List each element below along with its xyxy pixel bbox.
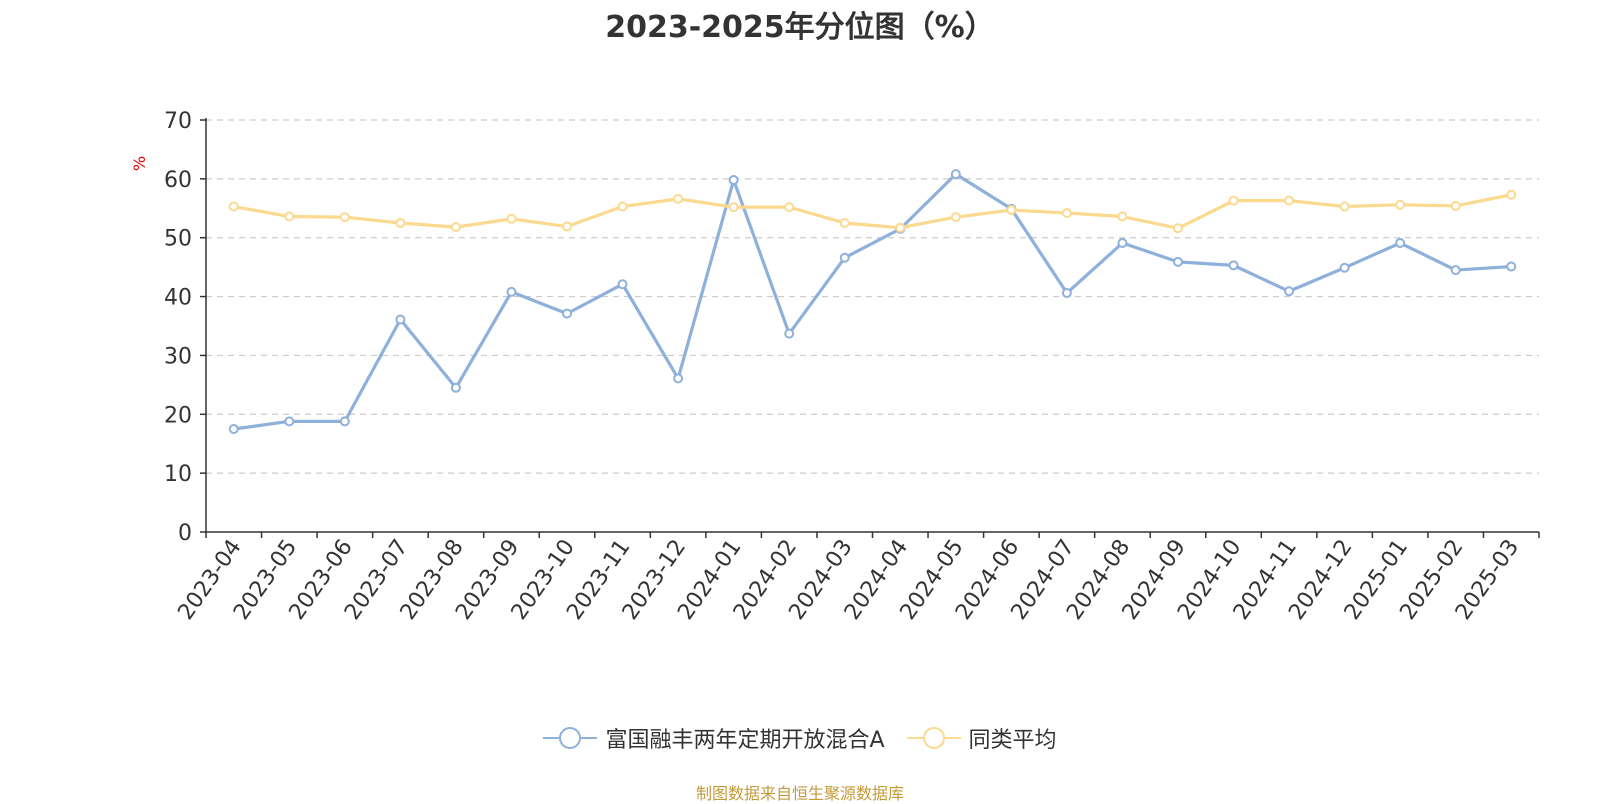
data-point-0-1[interactable] (284, 416, 295, 427)
data-point-1-21[interactable] (1395, 199, 1406, 210)
legend: 富国融丰两年定期开放混合A 同类平均 (0, 722, 1600, 754)
data-point-1-12[interactable] (895, 222, 906, 233)
data-point-0-11[interactable] (839, 252, 850, 263)
data-point-1-22[interactable] (1450, 200, 1461, 211)
legend-item-fund[interactable]: 富国融丰两年定期开放混合A (543, 722, 885, 754)
series-line-1 (233, 193, 1512, 230)
data-point-0-20[interactable] (1339, 262, 1350, 273)
data-point-1-9[interactable] (728, 202, 739, 213)
y-tick-label: 40 (164, 286, 192, 311)
legend-item-average[interactable]: 同类平均 (906, 722, 1057, 754)
data-point-1-5[interactable] (506, 213, 517, 224)
series-line-0 (233, 172, 1512, 431)
axes (200, 118, 1540, 538)
data-point-1-4[interactable] (450, 222, 461, 233)
y-tick-label: 60 (164, 168, 192, 193)
gridlines (206, 119, 1539, 474)
data-point-1-10[interactable] (784, 202, 795, 213)
data-point-0-8[interactable] (673, 373, 684, 384)
data-point-1-14[interactable] (1006, 205, 1017, 216)
data-point-0-17[interactable] (1172, 256, 1183, 267)
series-points (228, 169, 1517, 434)
legend-swatch-average-icon (906, 727, 961, 749)
y-tick-label: 30 (164, 344, 192, 369)
series-lines (233, 172, 1512, 431)
y-tick-label: 70 (164, 109, 192, 134)
data-point-0-10[interactable] (784, 328, 795, 339)
data-point-0-21[interactable] (1395, 238, 1406, 249)
data-point-1-3[interactable] (395, 218, 406, 228)
data-point-0-16[interactable] (1117, 238, 1128, 249)
data-point-1-2[interactable] (339, 212, 350, 223)
data-point-1-0[interactable] (228, 201, 239, 212)
data-point-1-13[interactable] (950, 212, 961, 223)
data-point-1-20[interactable] (1339, 201, 1350, 212)
legend-label-average: 同类平均 (968, 728, 1057, 753)
data-point-0-13[interactable] (950, 169, 961, 180)
y-tick-label: 50 (164, 227, 192, 252)
data-point-0-7[interactable] (617, 279, 628, 290)
data-source-note: 制图数据来自恒生聚源数据库 (695, 784, 904, 803)
data-point-1-16[interactable] (1117, 211, 1128, 222)
data-point-1-1[interactable] (284, 211, 295, 222)
data-point-0-23[interactable] (1506, 261, 1517, 272)
y-tick-labels: 0 10 20 30 40 50 60 70 (164, 109, 192, 546)
data-point-0-0[interactable] (228, 424, 239, 434)
data-point-1-17[interactable] (1172, 223, 1183, 234)
data-point-0-18[interactable] (1228, 260, 1239, 271)
legend-label-fund: 富国融丰两年定期开放混合A (605, 728, 885, 753)
data-point-0-15[interactable] (1061, 288, 1072, 299)
y-tick-label: 10 (164, 462, 192, 487)
data-point-0-3[interactable] (395, 314, 406, 325)
data-point-1-23[interactable] (1506, 189, 1517, 200)
data-point-1-11[interactable] (839, 218, 850, 228)
data-point-1-7[interactable] (617, 201, 628, 212)
x-tick-labels: 2023-042023-052023-062023-072023-082023-… (173, 535, 1524, 625)
data-point-0-22[interactable] (1450, 265, 1461, 276)
y-tick-label: 0 (178, 521, 192, 546)
data-point-0-6[interactable] (562, 308, 573, 319)
data-point-0-5[interactable] (506, 286, 517, 297)
data-point-1-19[interactable] (1284, 195, 1295, 206)
data-point-0-4[interactable] (450, 382, 461, 393)
y-tick-label: 20 (164, 403, 192, 428)
data-point-1-8[interactable] (673, 193, 684, 204)
data-point-1-18[interactable] (1228, 195, 1239, 206)
data-point-1-6[interactable] (562, 221, 573, 232)
chart-title: 2023-2025年分位图（%） (605, 10, 995, 45)
data-point-1-15[interactable] (1061, 207, 1072, 218)
data-point-0-2[interactable] (339, 416, 350, 427)
data-point-0-19[interactable] (1284, 286, 1295, 297)
legend-swatch-fund-icon (543, 727, 598, 749)
data-point-0-9[interactable] (728, 175, 739, 186)
